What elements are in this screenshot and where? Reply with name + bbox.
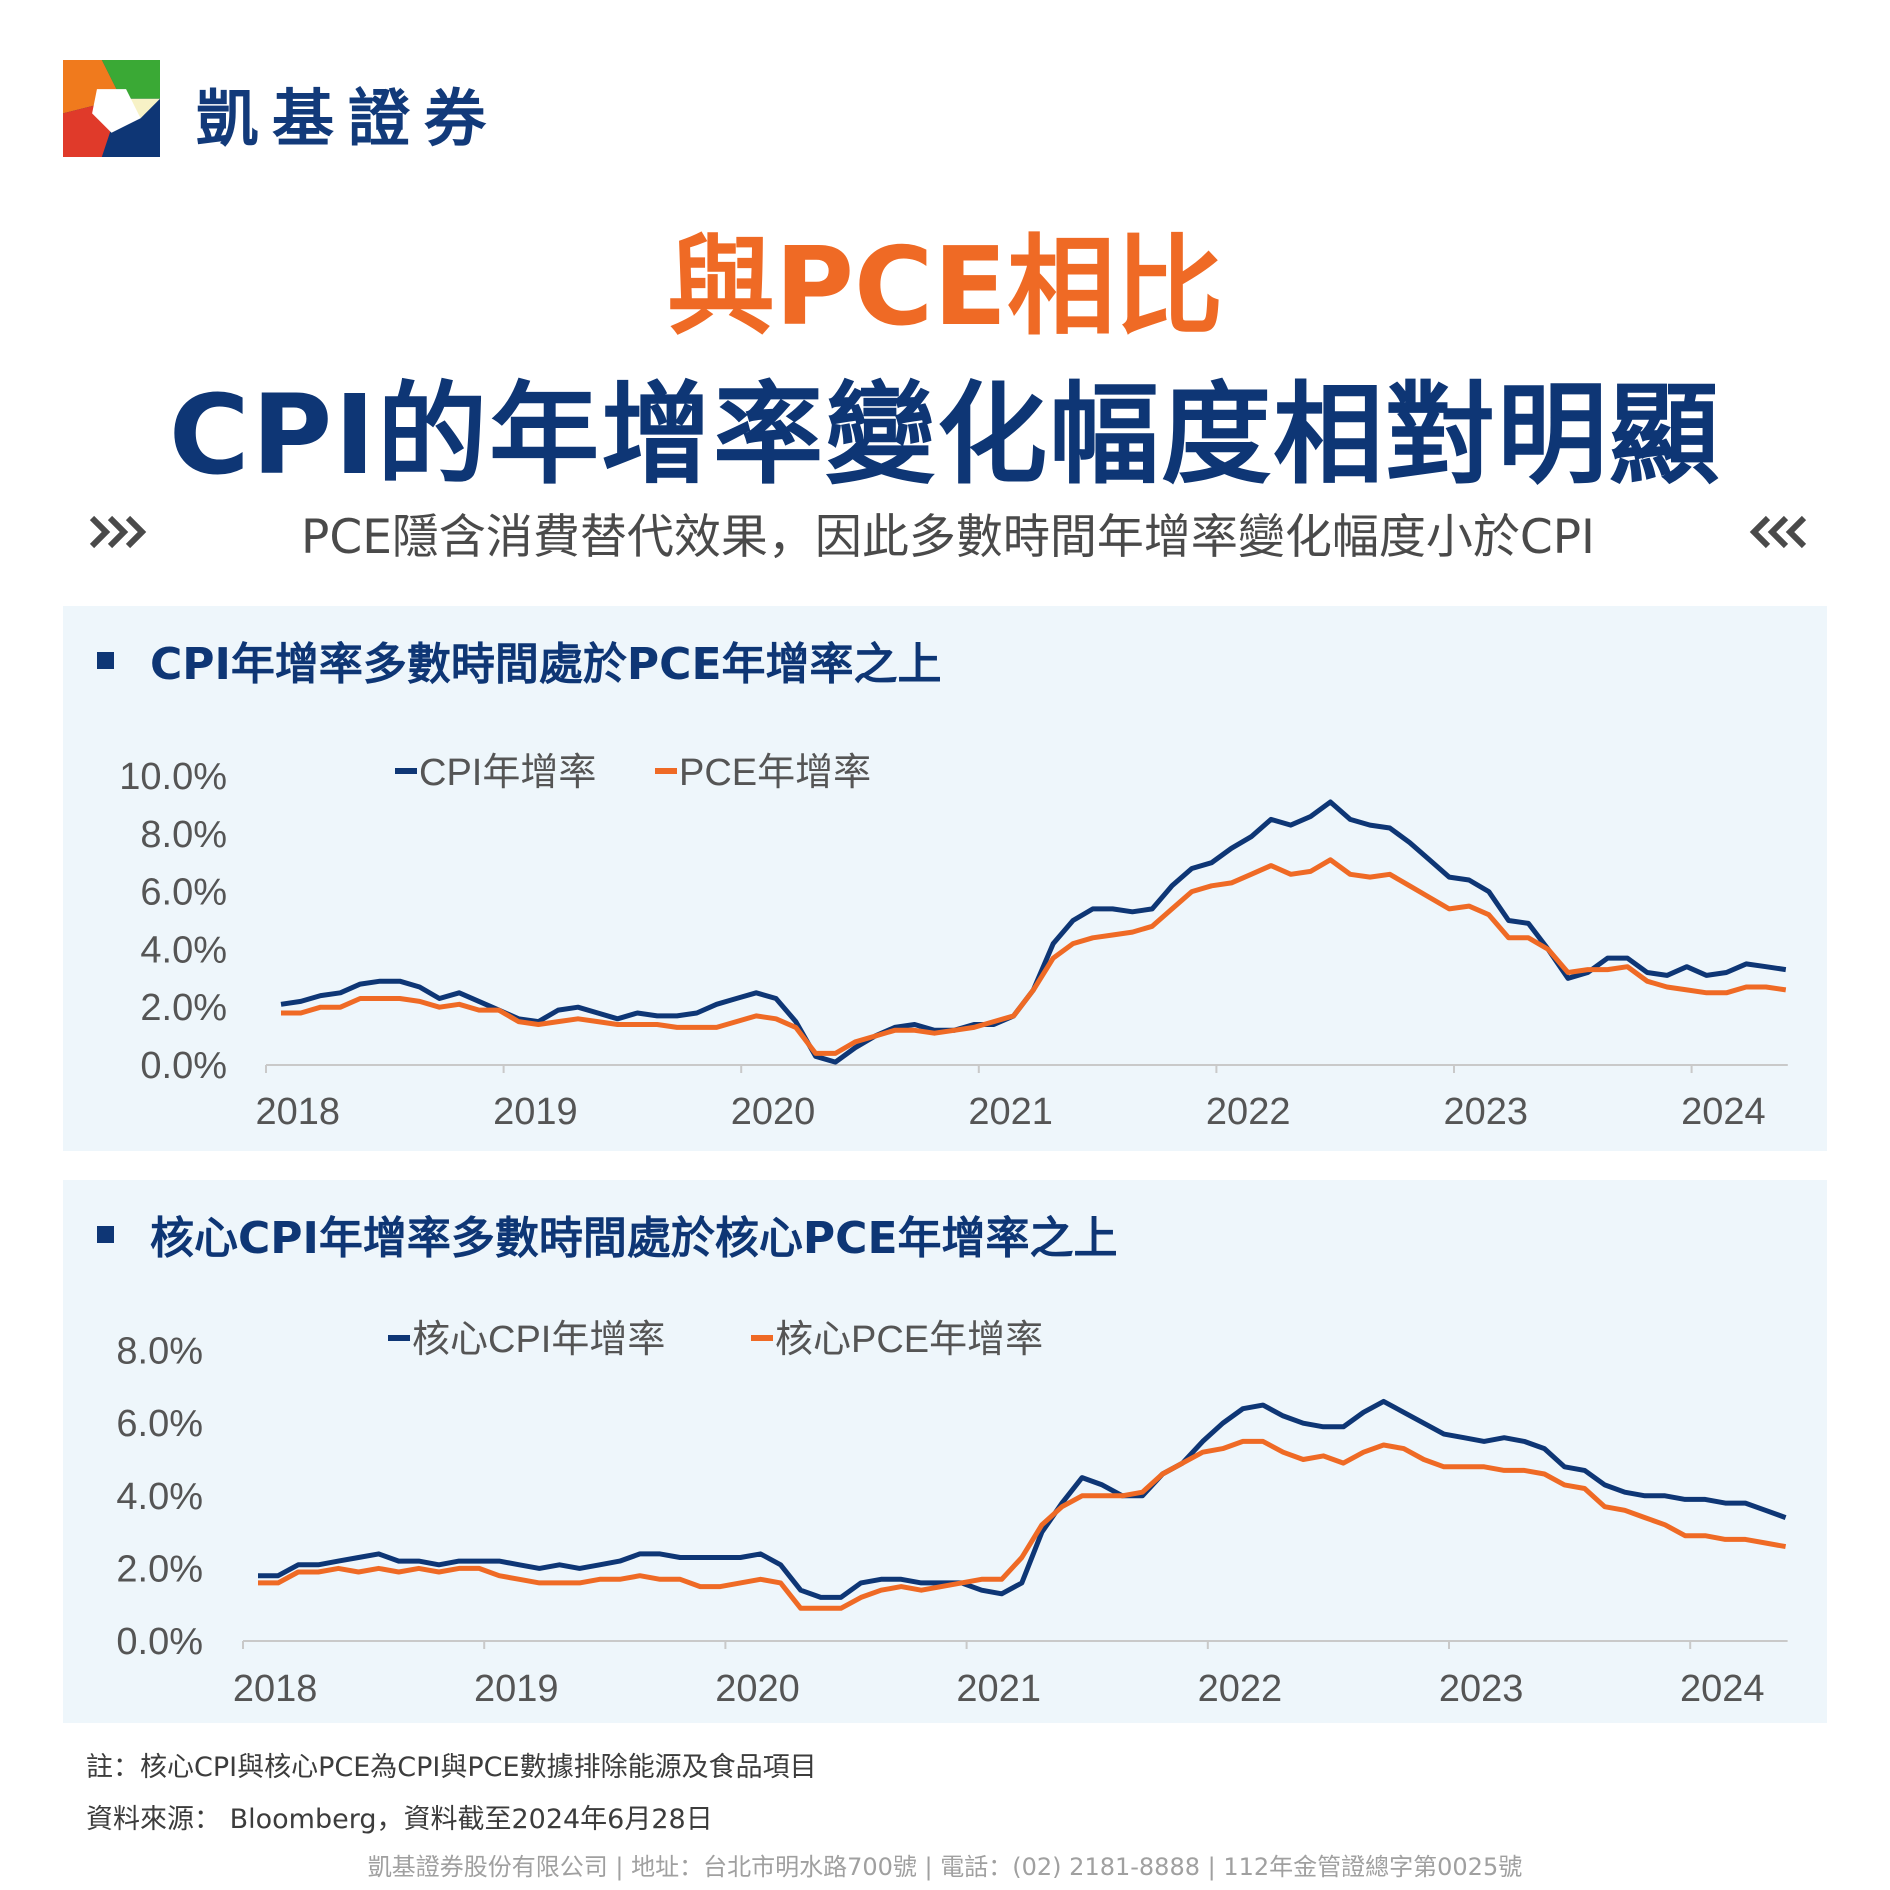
x-tick-label: 2023 <box>1444 1091 1529 1133</box>
square-bullet-icon <box>97 651 114 669</box>
legend-label: CPI年增率 <box>419 752 596 794</box>
y-tick-label: 4.0% <box>116 1476 203 1518</box>
note-definition: 註：核心CPI與核心PCE為CPI與PCE數據排除能源及食品項目 <box>86 1752 817 1783</box>
chevrons-right-icon <box>89 515 147 549</box>
series-line-2 <box>281 857 1787 1056</box>
y-tick-label: 0.0% <box>116 1621 203 1663</box>
panel-title: 核心CPI年增率多數時間處於核心PCE年增率之上 <box>150 1213 1118 1264</box>
chart-panel-cpi-pce: CPI年增率多數時間處於PCE年增率之上 0.0% 2.0% 4.0% 6.0% 8.0… <box>63 606 1827 1151</box>
y-tick-label: 8.0% <box>140 814 227 856</box>
panel-heading: CPI年增率多數時間處於PCE年增率之上 <box>97 628 942 692</box>
x-tick-label: 2022 <box>1206 1091 1291 1133</box>
y-tick-label: 6.0% <box>140 872 227 914</box>
x-tick-label: 2021 <box>956 1668 1041 1710</box>
y-tick-label: 6.0% <box>116 1403 203 1445</box>
brand-name: 凱基證券 <box>196 82 501 155</box>
series-line-1 <box>258 1398 1787 1600</box>
y-tick-label: 0.0% <box>140 1045 227 1087</box>
x-tick-label: 2019 <box>493 1091 578 1133</box>
y-tick-label: 2.0% <box>140 987 227 1029</box>
y-tick-label: 8.0% <box>116 1331 203 1373</box>
y-tick-label: 2.0% <box>116 1548 203 1590</box>
subtitle-row: PCE隱含消費替代效果，因此多數時間年增率變化幅度小於CPI <box>88 500 1808 565</box>
x-tick-label: 2021 <box>968 1091 1053 1133</box>
panel-heading: 核心CPI年增率多數時間處於核心PCE年增率之上 <box>97 1202 1118 1266</box>
y-tick-label: 10.0% <box>119 756 227 798</box>
x-tick-label: 2024 <box>1681 1091 1766 1133</box>
panel-title: CPI年增率多數時間處於PCE年增率之上 <box>150 639 942 690</box>
legend-label: PCE年增率 <box>679 752 871 794</box>
series-line-1 <box>280 799 1787 1065</box>
subtitle: PCE隱含消費替代效果，因此多數時間年增率變化幅度小於CPI <box>301 509 1595 565</box>
x-tick-label: 2018 <box>233 1668 318 1710</box>
x-tick-label: 2018 <box>256 1091 341 1133</box>
brand-logo-icon <box>63 60 160 157</box>
cpi-pce-line-chart: 0.0% 2.0% 4.0% 6.0% 8.0% 10.0% 2018 2019 2020 202… <box>119 752 1788 1133</box>
legend-label: 核心CPI年增率 <box>412 1319 665 1361</box>
chevrons-left-icon <box>1749 515 1807 549</box>
chart-panel-core-cpi-pce: 核心CPI年增率多數時間處於核心PCE年增率之上 0.0% 2.0% 4.0% 6.0… <box>63 1180 1827 1723</box>
y-tick-label: 4.0% <box>140 929 227 971</box>
x-tick-label: 2019 <box>474 1668 559 1710</box>
x-tick-label: 2020 <box>731 1091 816 1133</box>
note-source: 資料來源： Bloomberg，資料截至2024年6月28日 <box>86 1804 713 1835</box>
x-tick-label: 2022 <box>1198 1668 1283 1710</box>
x-tick-label: 2024 <box>1680 1668 1765 1710</box>
page-title-line1: 與PCE相比 <box>666 225 1224 350</box>
series-line-2 <box>258 1438 1787 1611</box>
x-tick-label: 2023 <box>1439 1668 1524 1710</box>
footer-company-info: 凱基證券股份有限公司 | 地址：台北市明水路700號 | 電話：(02) 218… <box>367 1853 1523 1881</box>
legend-label: 核心PCE年增率 <box>775 1319 1043 1361</box>
page-title-line2: CPI的年增率變化幅度相對明顯 <box>168 371 1722 499</box>
x-tick-label: 2020 <box>715 1668 800 1710</box>
square-bullet-icon <box>97 1225 114 1243</box>
core-cpi-pce-line-chart: 0.0% 2.0% 4.0% 6.0% 8.0% 2018 2019 2020 2021 2022… <box>116 1319 1788 1710</box>
